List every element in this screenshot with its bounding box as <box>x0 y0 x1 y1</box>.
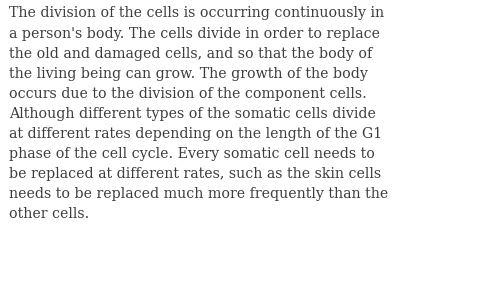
Text: The division of the cells is occurring continuously in
a person's body. The cell: The division of the cells is occurring c… <box>9 6 388 221</box>
